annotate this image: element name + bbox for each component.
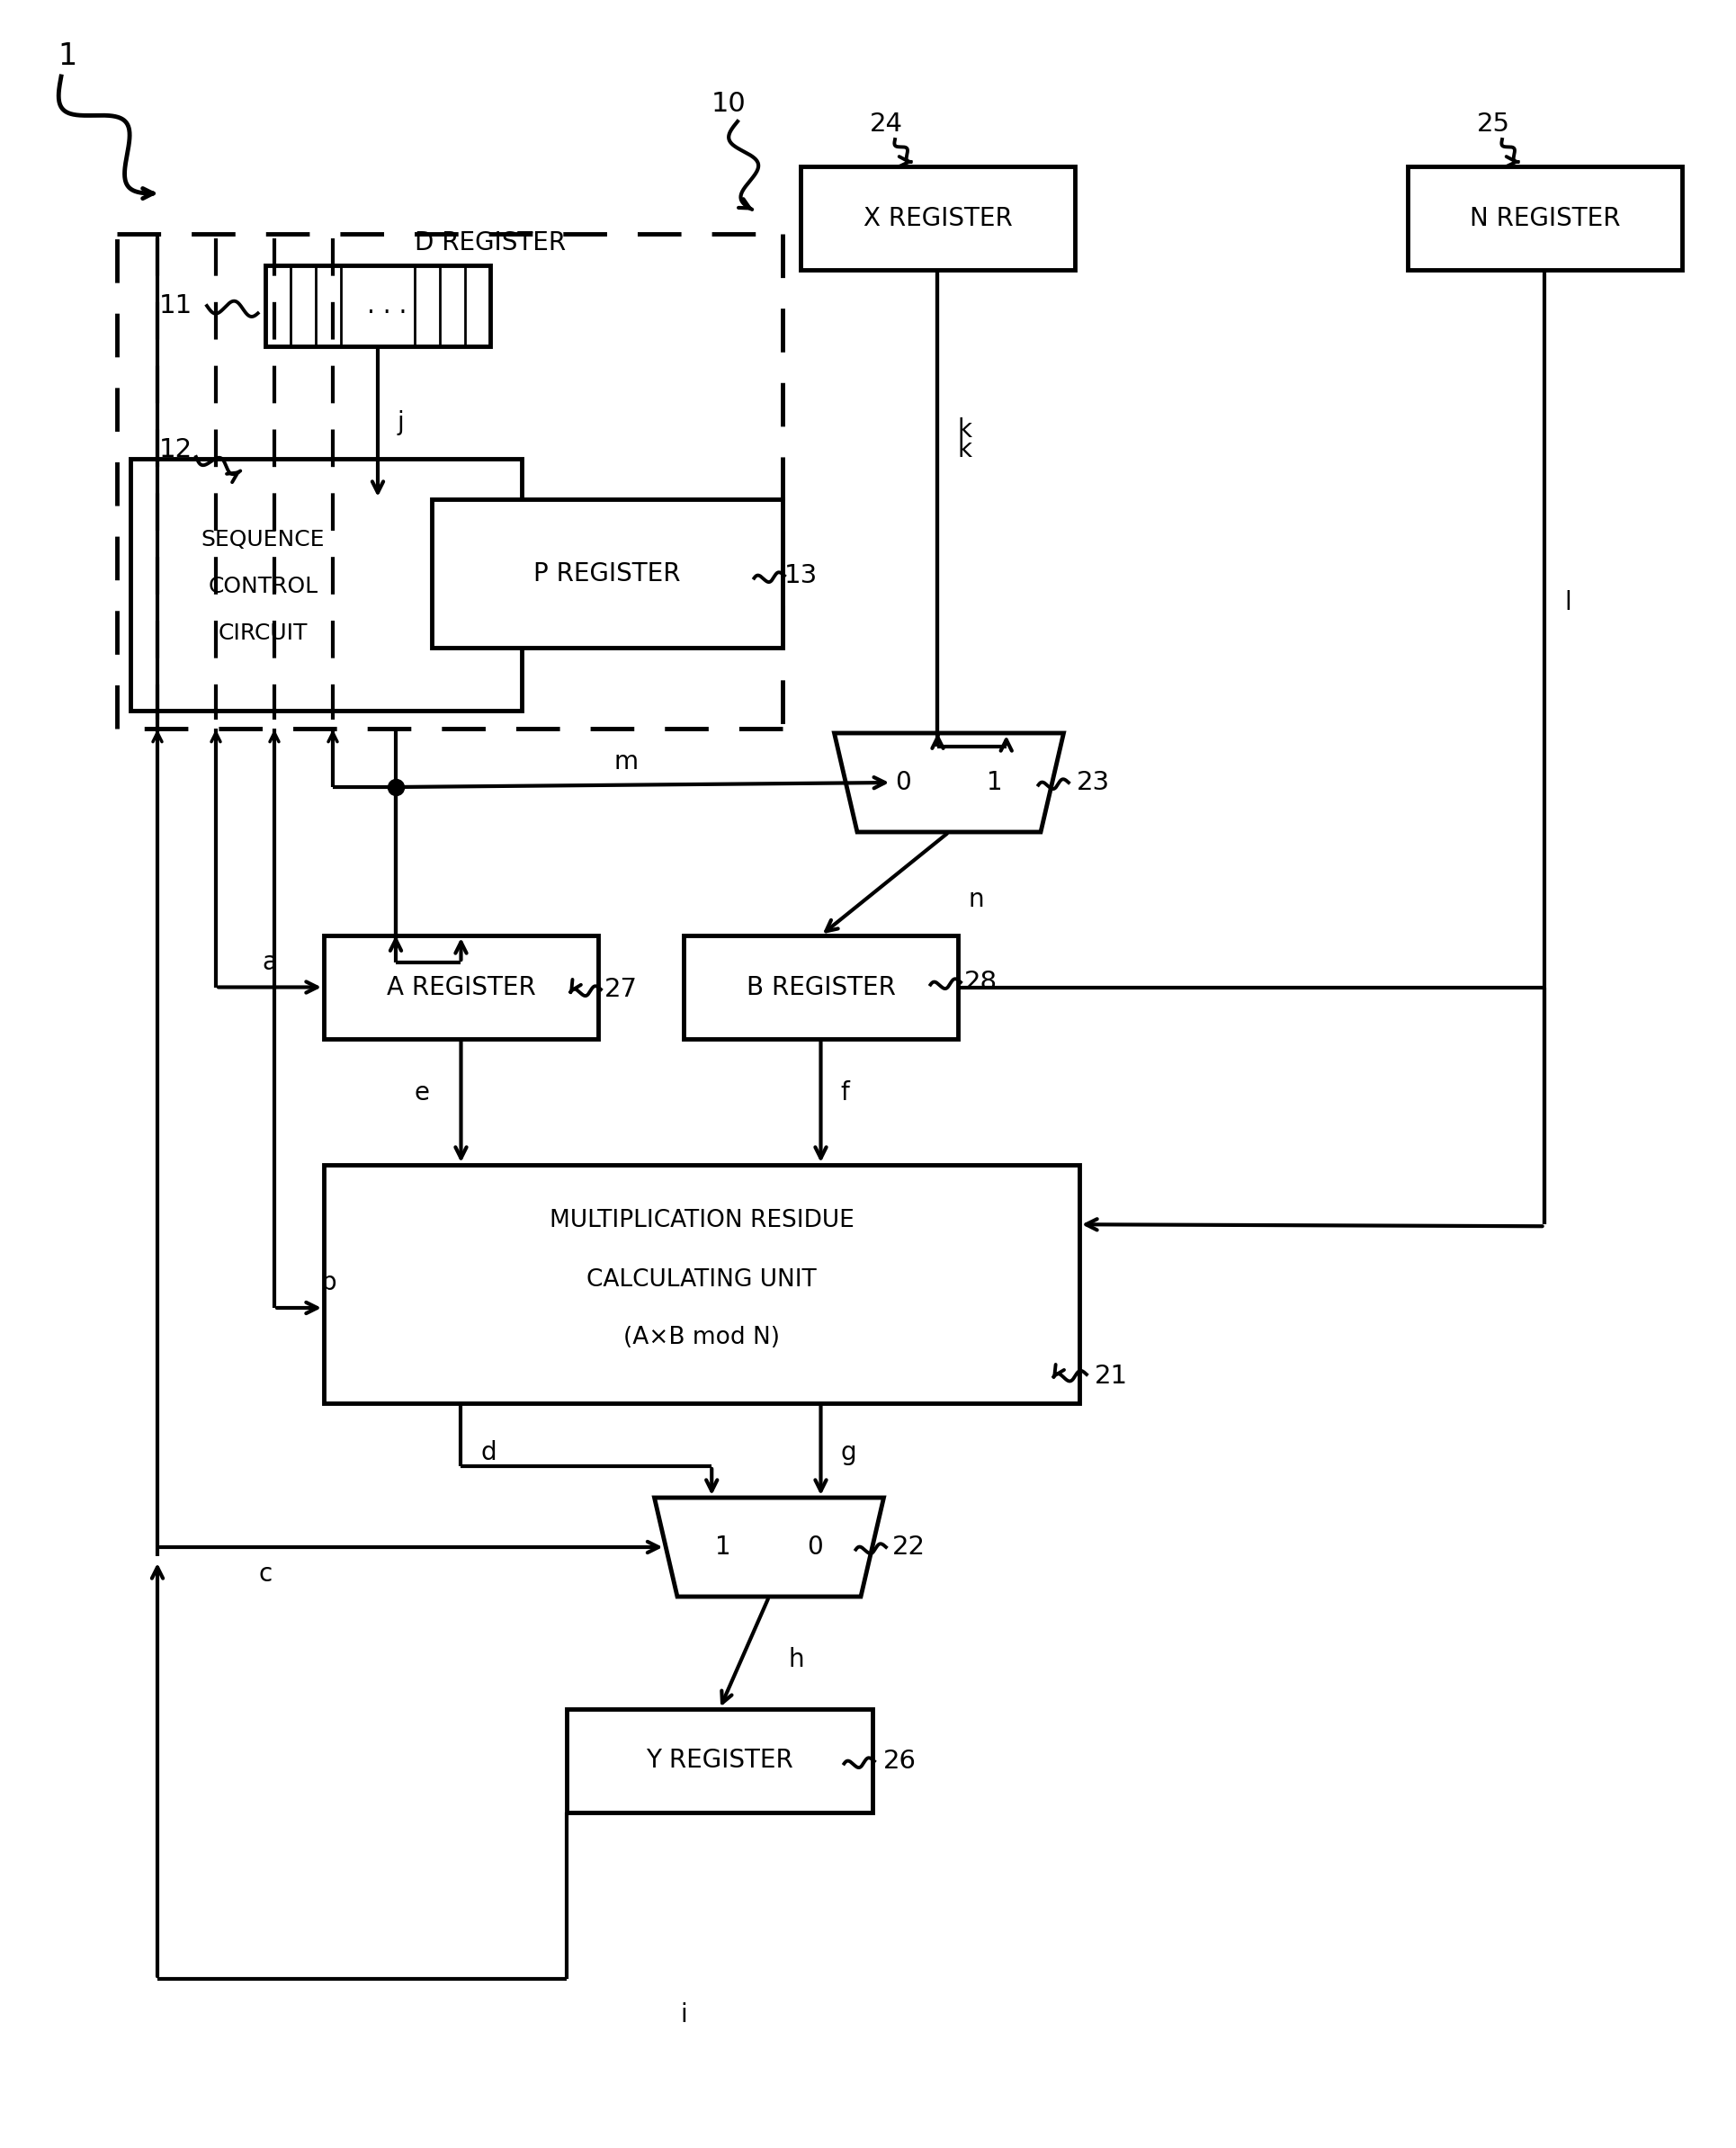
Text: N REGISTER: N REGISTER (1469, 206, 1620, 230)
Text: 23: 23 (1076, 769, 1109, 795)
Text: X REGISTER: X REGISTER (863, 206, 1012, 230)
Bar (266, 266, 490, 346)
Text: 1: 1 (57, 41, 76, 71)
Text: 0: 0 (807, 1534, 823, 1559)
Text: 0: 0 (894, 769, 911, 795)
Text: k: k (957, 438, 972, 462)
Text: SEQUENCE: SEQUENCE (201, 528, 325, 550)
Text: m: m (613, 750, 637, 775)
Text: h: h (788, 1648, 804, 1671)
Bar (432, 498, 783, 649)
Text: i: i (681, 2002, 687, 2028)
Text: c: c (259, 1562, 273, 1587)
Text: CIRCUIT: CIRCUIT (219, 623, 307, 644)
Polygon shape (654, 1497, 884, 1596)
Text: A REGISTER: A REGISTER (385, 975, 535, 999)
Bar (323, 1164, 1078, 1403)
Text: Y REGISTER: Y REGISTER (646, 1748, 793, 1774)
Text: 13: 13 (783, 563, 818, 589)
Text: 25: 25 (1476, 112, 1509, 137)
Bar (1406, 165, 1680, 271)
Bar (130, 460, 521, 711)
Text: D REGISTER: D REGISTER (415, 230, 566, 256)
Bar (800, 165, 1075, 271)
Text: 1: 1 (986, 769, 1002, 795)
Bar (323, 937, 597, 1040)
Polygon shape (833, 732, 1062, 831)
Text: 28: 28 (963, 969, 996, 995)
Text: B REGISTER: B REGISTER (746, 975, 896, 999)
Text: CALCULATING UNIT: CALCULATING UNIT (587, 1267, 816, 1291)
Bar (566, 1710, 871, 1813)
Text: l: l (1564, 591, 1571, 614)
Text: CONTROL: CONTROL (208, 576, 318, 597)
Text: P REGISTER: P REGISTER (533, 561, 681, 586)
Text: k: k (957, 417, 972, 442)
Text: 1: 1 (715, 1534, 731, 1559)
Text: MULTIPLICATION RESIDUE: MULTIPLICATION RESIDUE (549, 1209, 854, 1233)
Text: f: f (840, 1080, 849, 1106)
Text: g: g (840, 1439, 856, 1465)
Text: 12: 12 (158, 438, 193, 462)
Text: 26: 26 (882, 1748, 915, 1774)
Text: (A×B mod N): (A×B mod N) (623, 1325, 779, 1349)
Text: 10: 10 (710, 90, 746, 116)
Text: j: j (398, 410, 404, 436)
Text: 22: 22 (891, 1534, 925, 1559)
Text: 21: 21 (1094, 1364, 1127, 1390)
Text: 27: 27 (604, 977, 637, 1001)
Text: e: e (413, 1080, 429, 1106)
Text: b: b (319, 1269, 337, 1295)
Text: n: n (969, 887, 984, 913)
Text: . . .: . . . (366, 294, 406, 318)
Text: d: d (481, 1439, 496, 1465)
Text: 24: 24 (870, 112, 903, 137)
Text: 11: 11 (158, 294, 193, 318)
Bar (684, 937, 958, 1040)
Text: a: a (262, 949, 278, 975)
